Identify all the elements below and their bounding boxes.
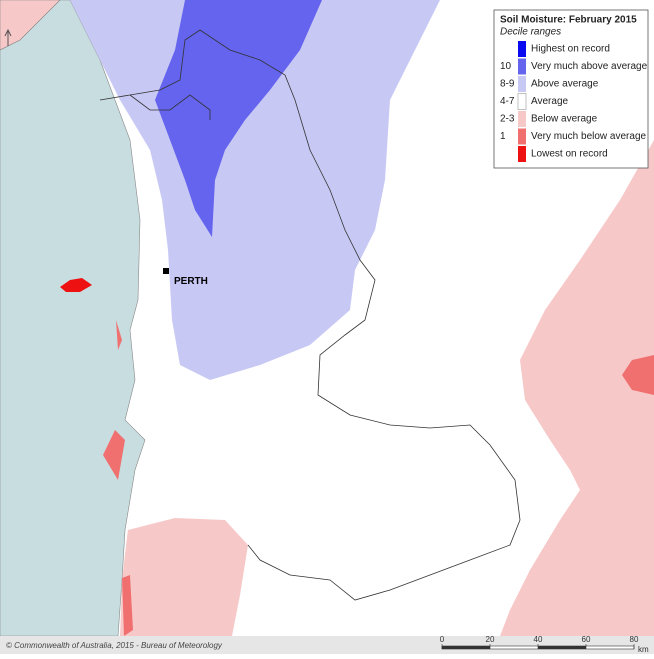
- below-average-region: [500, 140, 654, 636]
- scale-label: 20: [486, 635, 495, 644]
- city-label: PERTH: [174, 276, 208, 287]
- city-marker: [163, 268, 169, 274]
- legend-swatch: [518, 76, 526, 92]
- legend-label: Below average: [531, 114, 598, 125]
- legend-label: Average: [531, 96, 569, 107]
- below-average-region: [0, 0, 61, 51]
- copyright: © Commonwealth of Australia, 2015 - Bure…: [6, 641, 223, 650]
- legend-label: Above average: [531, 79, 599, 90]
- ocean: [0, 0, 146, 637]
- legend-label: Very much below average: [531, 131, 647, 142]
- legend-label: Highest on record: [531, 44, 610, 55]
- very-much-below-average-region: [122, 575, 133, 636]
- legend-code: 10: [500, 61, 512, 72]
- scale-label: 40: [534, 635, 543, 644]
- legend-swatch: [518, 58, 526, 75]
- scale-bar: km 0 20 40 60 80: [440, 635, 649, 654]
- very-much-below-average-region: [622, 355, 654, 395]
- legend-code: 4-7: [500, 96, 515, 107]
- legend-label: Lowest on record: [531, 149, 608, 160]
- catchment-boundary: [129, 94, 211, 120]
- scale-segment: [538, 646, 586, 649]
- scale-label: 0: [440, 635, 445, 644]
- legend-code: 8-9: [500, 79, 515, 90]
- legend-swatch: [518, 128, 526, 145]
- footer-bar: [0, 636, 654, 654]
- very-much-below-average-region: [103, 430, 125, 480]
- legend-swatch: [518, 111, 526, 127]
- below-average-region: [120, 470, 248, 636]
- legend-title: Soil Moisture: February 2015: [500, 15, 637, 26]
- legend-subtitle: Decile ranges: [500, 27, 561, 38]
- legend-swatch: [518, 146, 526, 162]
- north-arrow: [4, 28, 12, 46]
- legend: Soil Moisture: February 2015 Decile rang…: [493, 9, 649, 169]
- lowest-on-record-region: [60, 278, 92, 292]
- very-much-above-average-region: [155, 0, 322, 237]
- legend-swatch: [518, 41, 526, 57]
- scale-unit: km: [638, 645, 649, 654]
- scale-label: 80: [630, 635, 639, 644]
- legend-code: 2-3: [500, 114, 515, 125]
- scale-label: 60: [582, 635, 591, 644]
- legend-swatch: [517, 93, 527, 110]
- scale-segment: [442, 646, 490, 649]
- very-much-below-average-region: [116, 320, 122, 350]
- legend-code: 1: [500, 131, 506, 142]
- legend-label: Very much above average: [531, 61, 648, 72]
- catchment-boundary: [99, 29, 521, 601]
